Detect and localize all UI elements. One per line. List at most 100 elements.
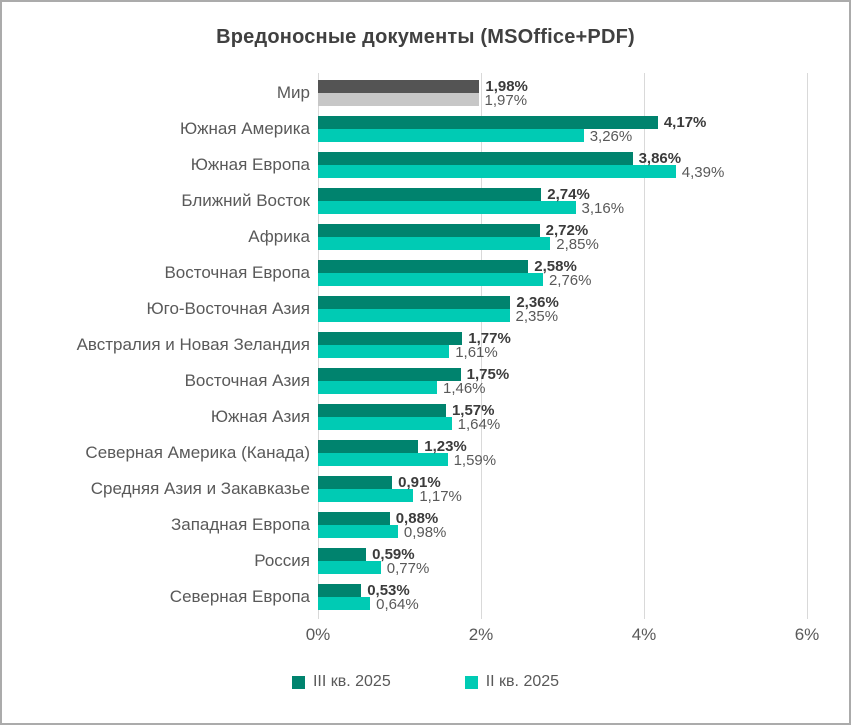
- bar-q3-value-label: 2,58%: [534, 258, 577, 275]
- bar-group: 0,88% 0,98%: [318, 510, 807, 541]
- legend-label: II кв. 2025: [485, 673, 560, 690]
- bar-q3-2025: [318, 440, 419, 453]
- row-label: Южная Азия: [210, 407, 310, 426]
- bar-q2-2025: [318, 237, 551, 250]
- bar-q2-value-label: 2,85%: [556, 236, 599, 253]
- row-label: Северная Европа: [169, 587, 310, 606]
- chart-row: Ближний Восток 2,74% 3,16%: [2, 183, 807, 219]
- chart-row: Восточная Азия 1,75% 1,46%: [2, 363, 807, 399]
- chart-row: Мир 1,98% 1,97%: [2, 75, 807, 111]
- chart-row: Средняя Азия и Закавказье 0,91% 1,17%: [2, 471, 807, 507]
- legend-item: III кв. 2025: [291, 673, 391, 691]
- bar-q2-2025: [318, 489, 414, 502]
- chart-row: Африка 2,72% 2,85%: [2, 219, 807, 255]
- row-label: Южная Америка: [179, 119, 310, 138]
- row-label: Западная Европа: [170, 515, 310, 534]
- chart-row: Северная Америка (Канада) 1,23% 1,59%: [2, 435, 807, 471]
- bar-q2-2025: [318, 201, 576, 214]
- chart-row: Восточная Европа 2,58% 2,76%: [2, 255, 807, 291]
- bar-q2-value-label: 1,17%: [419, 488, 462, 505]
- bar-q2-value-label: 4,39%: [681, 164, 725, 181]
- bar-q3-2025: [318, 260, 529, 273]
- x-tick-label: 2%: [468, 625, 494, 644]
- bar-group: 2,72% 2,85%: [318, 222, 807, 253]
- chart-row: Юго-Восточная Азия 2,36% 2,35%: [2, 291, 807, 327]
- bar-q3-value-label: 1,98%: [485, 78, 528, 95]
- bar-q2-2025: [318, 273, 543, 286]
- bar-q2-value-label: 3,26%: [589, 128, 633, 145]
- bar-q2-2025: [318, 525, 398, 538]
- legend-item: II кв. 2025: [464, 673, 560, 691]
- row-label: Мир: [276, 83, 310, 102]
- bar-q2-2025: [318, 381, 437, 394]
- x-tick-label: 4%: [631, 625, 657, 644]
- bar-q2-value-label: 0,77%: [386, 560, 430, 577]
- bar-q2-value-label: 0,64%: [376, 596, 419, 613]
- chart-row: Южная Америка 4,17% 3,26%: [2, 111, 807, 147]
- bar-q2-2025: [318, 345, 450, 358]
- bar-q2-2025: [318, 129, 584, 142]
- bar-group: 1,23% 1,59%: [318, 438, 807, 469]
- bar-q3-value-label: 0,53%: [367, 582, 410, 599]
- row-label: Ближний Восток: [181, 191, 310, 210]
- bar-group: 3,86% 4,39%: [318, 150, 807, 181]
- bar-q3-2025: [318, 152, 633, 165]
- bar-group: 1,75% 1,46%: [318, 366, 807, 397]
- bar-group: 1,98% 1,97%: [318, 78, 807, 109]
- bar-q3-2025: [318, 548, 367, 561]
- bar-q3-2025: [318, 296, 511, 309]
- bar-q3-value-label: 2,74%: [547, 186, 590, 203]
- row-label: Россия: [254, 551, 310, 570]
- bar-q3-2025: [318, 332, 463, 345]
- bar-group: 0,59% 0,77%: [318, 546, 807, 577]
- bar-q3-2025: [318, 116, 658, 129]
- bar-q2-2025: [318, 561, 381, 574]
- gridline: [643, 73, 645, 619]
- bar-group: 2,74% 3,16%: [318, 186, 807, 217]
- bar-q2-value-label: 2,35%: [515, 308, 559, 325]
- x-axis: 0% 2% 4% 6%: [306, 625, 820, 647]
- legend-swatch: [291, 675, 305, 689]
- bar-q3-2025: [318, 512, 390, 525]
- bar-group: 0,91% 1,17%: [318, 474, 807, 505]
- bar-q2-2025: [318, 165, 676, 178]
- bar-q3-value-label: 4,17%: [663, 114, 707, 131]
- bar-q2-value-label: 3,16%: [581, 200, 625, 217]
- bar-q3-value-label: 0,91%: [398, 474, 441, 491]
- bar-group: 1,57% 1,64%: [318, 402, 807, 433]
- row-label: Австралия и Новая Зеландия: [76, 335, 310, 354]
- bar-q2-2025: [318, 453, 448, 466]
- row-label: Африка: [248, 227, 310, 246]
- plot-area: Мир 1,98% 1,97% Южная Америка 4,17% 3,26…: [2, 73, 808, 619]
- x-tick-label: 0%: [305, 625, 331, 644]
- bar-q2-value-label: 1,46%: [442, 380, 486, 397]
- bar-q3-2025: [318, 476, 393, 489]
- chart-row: Западная Европа 0,88% 0,98%: [2, 507, 807, 543]
- row-label: Юго-Восточная Азия: [146, 299, 310, 318]
- bar-q3-value-label: 1,57%: [451, 402, 495, 419]
- legend-label: III кв. 2025: [312, 673, 391, 690]
- legend-swatch: [464, 675, 478, 689]
- bar-q3-value-label: 1,75%: [466, 366, 510, 383]
- bar-q2-2025: [318, 417, 452, 430]
- bar-group: 2,36% 2,35%: [318, 294, 807, 325]
- bar-q2-value-label: 1,97%: [484, 92, 528, 109]
- bar-q2-value-label: 1,61%: [455, 344, 498, 361]
- chart-row: Южная Европа 3,86% 4,39%: [2, 147, 807, 183]
- bar-q3-value-label: 1,77%: [468, 330, 511, 347]
- bar-group: 4,17% 3,26%: [318, 114, 807, 145]
- row-label: Средняя Азия и Закавказье: [90, 479, 310, 498]
- rows: Мир 1,98% 1,97% Южная Америка 4,17% 3,26…: [2, 75, 807, 615]
- gridline: [480, 73, 482, 619]
- bar-q3-value-label: 3,86%: [638, 150, 682, 167]
- row-label: Восточная Европа: [164, 263, 310, 282]
- row-label: Северная Америка (Канада): [85, 443, 310, 462]
- chart-row: Россия 0,59% 0,77%: [2, 543, 807, 579]
- bar-q3-2025: [318, 224, 540, 237]
- bar-q2-2025: [318, 597, 371, 610]
- bar-q3-value-label: 0,59%: [372, 546, 415, 563]
- bar-q2-value-label: 1,59%: [453, 452, 497, 469]
- chart-row: Австралия и Новая Зеландия 1,77% 1,61%: [2, 327, 807, 363]
- legend: III кв. 2025 II кв. 2025: [2, 673, 849, 691]
